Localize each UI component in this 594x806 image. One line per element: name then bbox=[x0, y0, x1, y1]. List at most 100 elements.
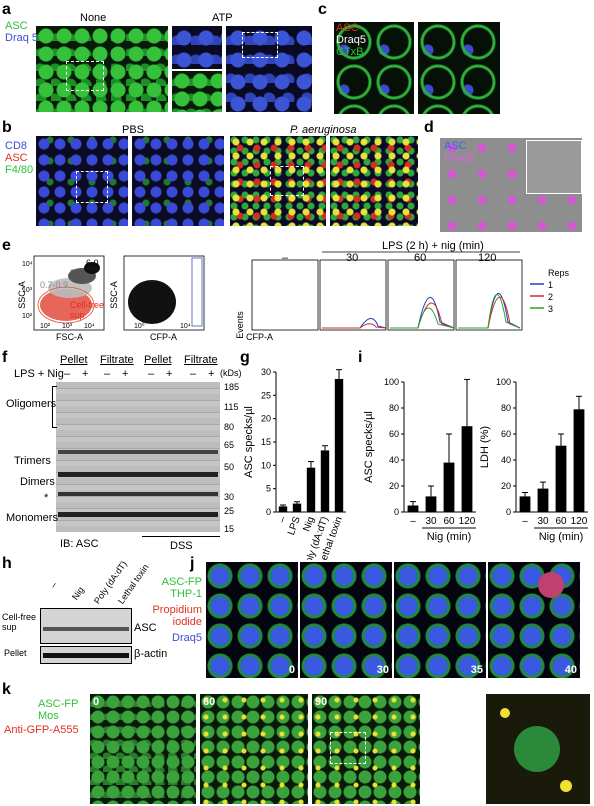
b-stain-f480: F4/80 bbox=[5, 164, 34, 176]
b-cond-pbs: PBS bbox=[122, 124, 145, 136]
f-kda-25: 25 bbox=[224, 506, 235, 516]
x-tick-label: 60 bbox=[443, 516, 455, 527]
e-gate-1: 0.7-0.9 bbox=[40, 280, 69, 290]
h-band-actin bbox=[43, 653, 129, 658]
panel-f-label: f bbox=[2, 349, 8, 366]
c-image-main: ASC Draq5 CTxB bbox=[334, 22, 414, 114]
f-lps-label: LPS + Nig bbox=[14, 368, 64, 380]
y-tick-label: 60 bbox=[389, 429, 399, 439]
k-time-60: 60 bbox=[203, 696, 216, 708]
e-rep-3: 3 bbox=[548, 304, 554, 314]
b-image-pa-zoom bbox=[330, 136, 418, 226]
e-tick-2: 10³ bbox=[22, 287, 33, 294]
e-gate-3: 6.0 bbox=[86, 258, 99, 268]
k-inset-box bbox=[330, 732, 366, 764]
panel-d-label: d bbox=[424, 119, 434, 136]
e-col-120: 120 bbox=[478, 252, 497, 264]
i-chart-specks: 0 20 40 60 80 100 – 30 60 120 ASC specks/µl Nig (mi… bbox=[363, 377, 476, 543]
panel-i-label: i bbox=[358, 349, 363, 366]
f-kda-50: 50 bbox=[224, 462, 235, 472]
f-sign-6: + bbox=[166, 368, 173, 380]
y-tick-label: 25 bbox=[261, 390, 271, 400]
d-image: ASC Draq5 bbox=[440, 138, 582, 232]
b-image-pbs bbox=[36, 136, 128, 226]
f-sign-8: + bbox=[208, 368, 215, 380]
panel-g-label: g bbox=[240, 349, 250, 366]
y-tick-label: 0 bbox=[266, 507, 271, 517]
j-image-40: 40 bbox=[488, 562, 580, 678]
e-flow-panel bbox=[33, 251, 544, 331]
bar bbox=[278, 506, 288, 512]
a-atp-inset-box bbox=[242, 32, 278, 58]
x-axis-label: Nig (min) bbox=[539, 531, 584, 543]
b-pa-inset-box bbox=[270, 166, 304, 196]
e-reps-title: Reps bbox=[548, 268, 570, 278]
bar bbox=[443, 462, 455, 512]
x-tick-label: 60 bbox=[555, 516, 567, 527]
e-tick-5: 10³ bbox=[62, 323, 73, 330]
a-zoom-blue bbox=[172, 26, 222, 69]
b-pbs-inset-box bbox=[76, 171, 108, 203]
y-tick-label: 80 bbox=[389, 403, 399, 413]
e-col-60: 60 bbox=[414, 252, 427, 264]
panel-a-label: a bbox=[2, 1, 11, 18]
e-col-none: – bbox=[282, 252, 289, 264]
y-tick-label: 0 bbox=[394, 507, 399, 517]
x-tick-label: 120 bbox=[459, 516, 476, 527]
panel-h-label: h bbox=[2, 555, 12, 572]
f-band-trimers: Trimers bbox=[14, 455, 51, 467]
j-stain-draq5: Draq5 bbox=[172, 632, 202, 644]
e-tick-4: 10² bbox=[40, 323, 51, 330]
f-sign-4: + bbox=[122, 368, 129, 380]
a-stain-asc: ASC bbox=[5, 20, 28, 32]
j-time-35: 35 bbox=[470, 664, 483, 676]
f-oligomer-bracket bbox=[52, 386, 57, 428]
k-image-0: 0 bbox=[90, 694, 196, 804]
j-stain-pi: Propidium iodide bbox=[152, 604, 202, 628]
h-col-none: – bbox=[48, 579, 60, 590]
f-band-oligomers: Oligomers bbox=[6, 398, 57, 410]
bar bbox=[555, 445, 567, 512]
h-band-asc bbox=[43, 627, 129, 631]
e-flow2-xlabel: CFP-A bbox=[150, 332, 177, 342]
j-time-0: 0 bbox=[288, 664, 295, 676]
a-image-atp bbox=[226, 26, 312, 112]
f-kda-185: 185 bbox=[224, 382, 240, 392]
bar bbox=[407, 505, 419, 512]
bar bbox=[425, 496, 437, 512]
e-header: LPS (2 h) + nig (min) bbox=[382, 240, 484, 252]
k-stain-ascfp: ASC-FP Mos bbox=[38, 698, 79, 722]
y-axis-label: ASC specks/µl bbox=[363, 411, 375, 483]
e-flow1-xlabel: FSC-A bbox=[56, 332, 83, 342]
e-tick-7: 10⁰ bbox=[134, 323, 145, 330]
e-cellfree-label: Cell-free sup bbox=[70, 300, 105, 320]
f-sign-1: – bbox=[64, 368, 71, 380]
y-tick-label: 100 bbox=[384, 377, 399, 387]
y-tick-label: 80 bbox=[501, 403, 511, 413]
x-tick-label: – bbox=[277, 515, 289, 524]
e-rep-1: 1 bbox=[548, 280, 554, 290]
k-time-0: 0 bbox=[93, 696, 100, 708]
e-rep-2: 2 bbox=[548, 292, 554, 302]
j-pi-cell bbox=[538, 572, 564, 598]
bar bbox=[573, 409, 585, 512]
d-zoom-inset bbox=[526, 140, 582, 194]
y-tick-label: 15 bbox=[261, 437, 271, 447]
a-image-none bbox=[36, 26, 168, 112]
panel-b-label: b bbox=[2, 119, 12, 136]
x-tick-label: 120 bbox=[571, 516, 588, 527]
h-col-nig: Nig bbox=[70, 584, 86, 602]
f-kda-80: 80 bbox=[224, 422, 235, 432]
x-tick-label: – bbox=[410, 516, 416, 527]
k-zoom-cell bbox=[514, 726, 560, 772]
f-band-dimers: Dimers bbox=[20, 476, 55, 488]
f-sign-7: – bbox=[190, 368, 197, 380]
panel-e-label: e bbox=[2, 237, 11, 254]
f-band-monomer bbox=[58, 512, 218, 517]
j-image-35: 35 bbox=[394, 562, 486, 678]
f-band-dimer bbox=[58, 472, 218, 477]
f-col-filtrate-1: Filtrate bbox=[100, 354, 134, 366]
bar bbox=[306, 467, 316, 512]
f-kda-115: 115 bbox=[224, 402, 239, 412]
